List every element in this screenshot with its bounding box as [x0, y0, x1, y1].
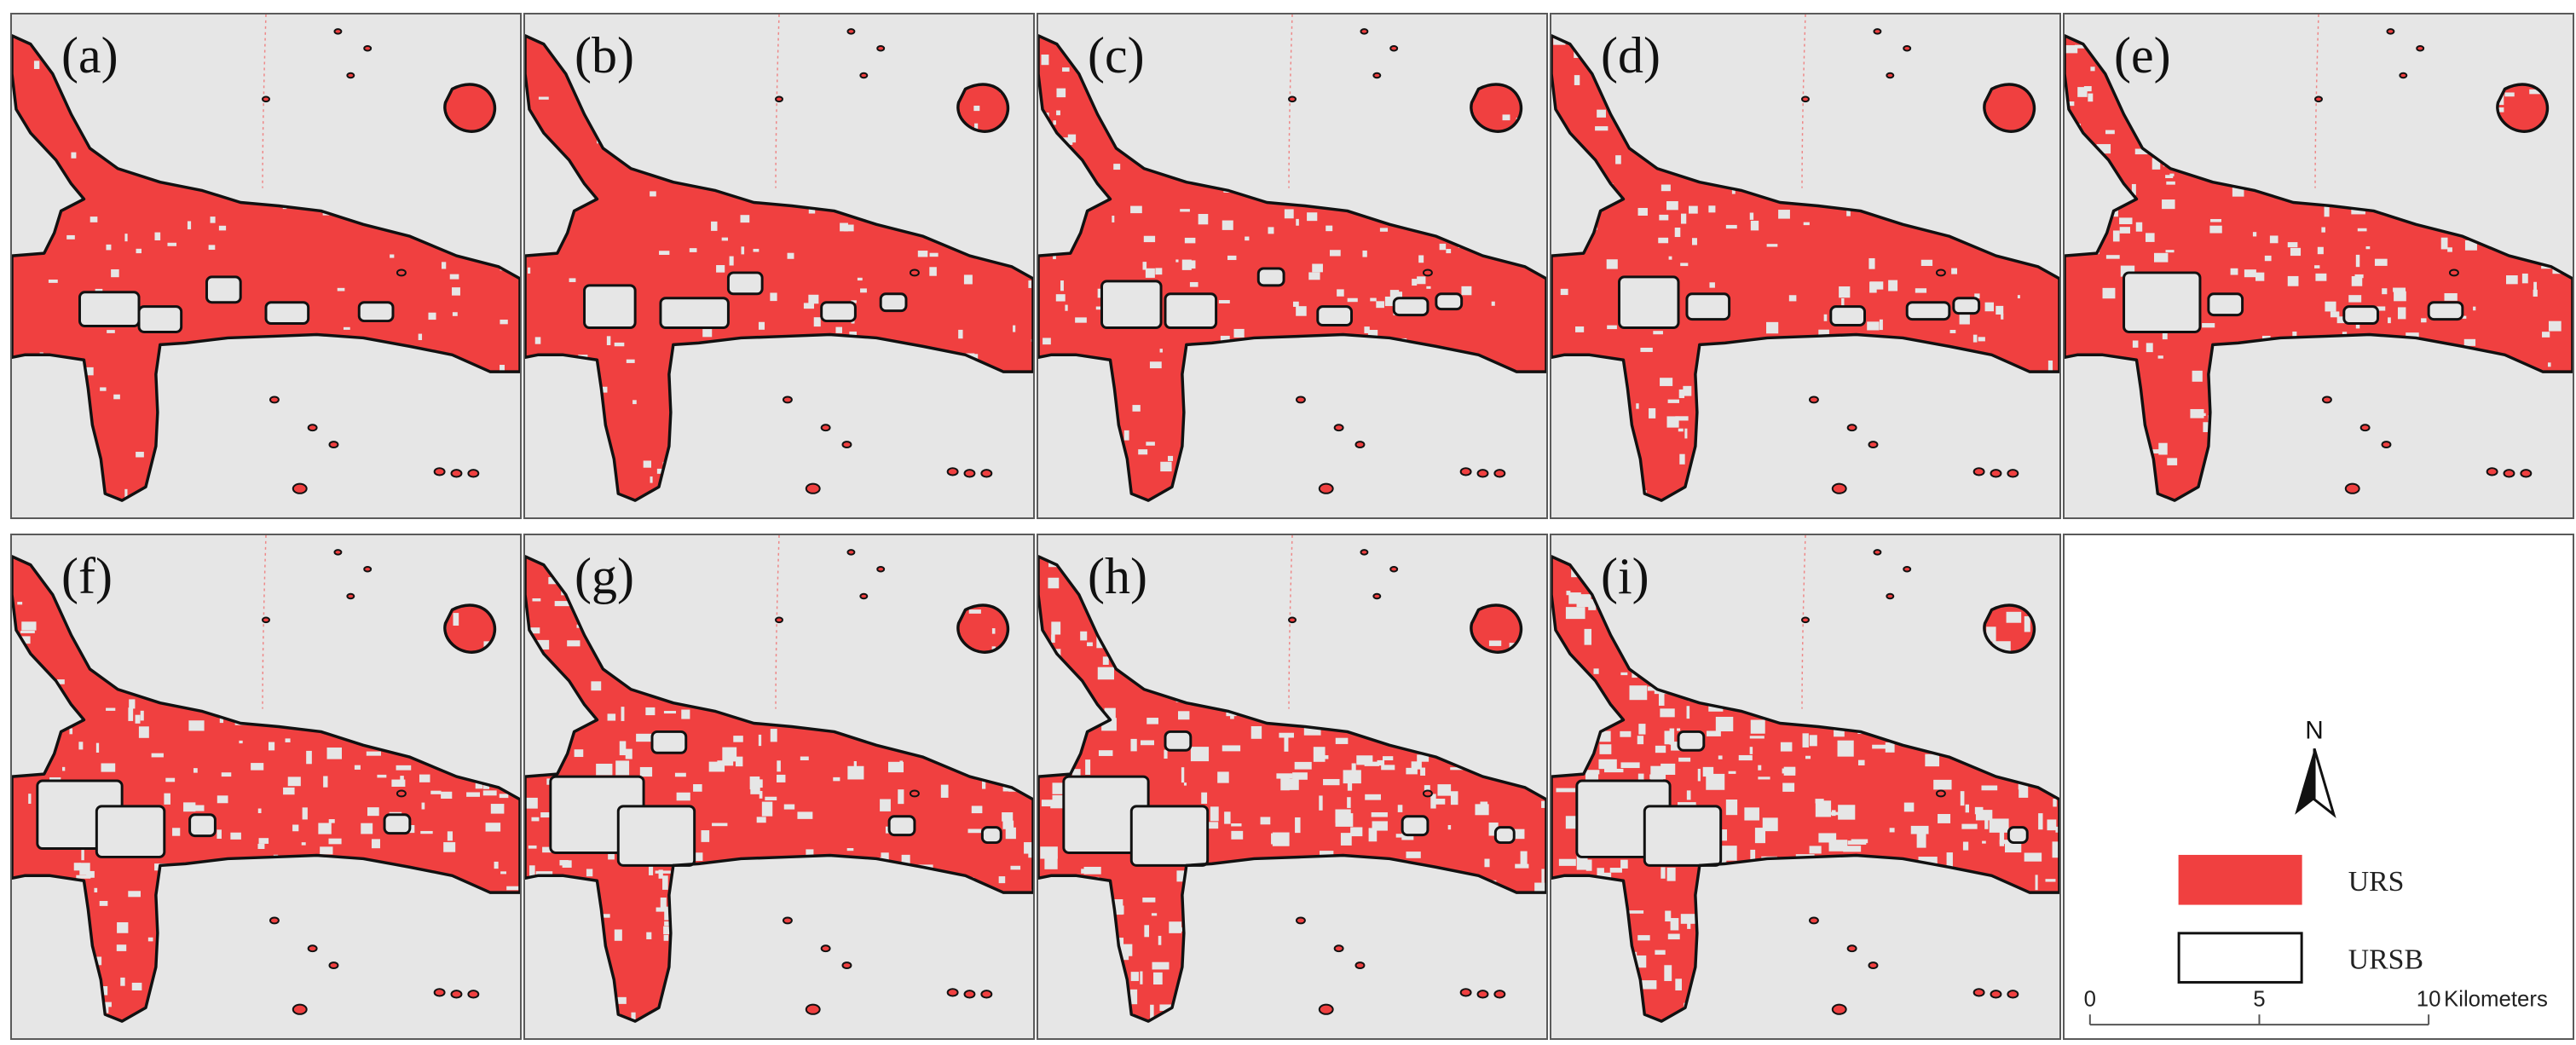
map-panel: (g): [523, 534, 1035, 1040]
legend-label-urs: URS: [2348, 866, 2405, 898]
panel-label: (f): [61, 548, 113, 604]
urban-area: [12, 35, 520, 501]
small-settlements: [2314, 28, 2533, 494]
urban-map-graphic: [525, 14, 1033, 502]
map-panel: (c): [1037, 13, 1548, 519]
map-panel: (e): [2063, 13, 2574, 519]
small-settlements: [1801, 549, 2019, 1015]
map-panel: (d): [1550, 13, 2061, 519]
north-arrow-icon: [2295, 748, 2336, 818]
map-panel: (b): [523, 13, 1035, 519]
scale-tick-5: 5: [2253, 987, 2265, 1011]
panel-label: (h): [1088, 548, 1147, 604]
urban-map-graphic: [1038, 14, 1546, 502]
urban-map-graphic: [1038, 535, 1546, 1023]
small-settlements: [775, 28, 993, 494]
boundary-holes: [583, 271, 908, 329]
scale-tick-10: 10: [2417, 987, 2441, 1011]
boundary-holes: [1617, 275, 1981, 329]
urban-area: [525, 35, 1033, 501]
legend-swatch-urs: [2178, 854, 2302, 905]
urban-map-graphic: [1551, 14, 2059, 502]
ursb-boundary: [12, 34, 520, 502]
boundary-holes: [36, 779, 412, 858]
panel-label: (e): [2114, 27, 2171, 84]
map-panel: (a): [10, 13, 522, 519]
panel-label: (g): [575, 548, 634, 604]
boundary-holes: [78, 275, 395, 333]
panel-label: (i): [1601, 548, 1649, 604]
boundary-holes: [1100, 267, 1464, 329]
ursb-boundary: [2065, 34, 2573, 502]
map-panel: (i): [1550, 534, 2061, 1040]
scale-tick-0: 0: [2084, 987, 2096, 1011]
urban-map-graphic: [1551, 535, 2059, 1023]
small-settlements: [775, 549, 993, 1015]
legend-swatch-ursb: [2177, 932, 2303, 984]
ursb-boundary: [1551, 34, 2059, 502]
small-settlements: [1801, 28, 2019, 494]
panel-label: (c): [1088, 27, 1145, 84]
urban-area: [1551, 35, 2059, 501]
ursb-boundary: [1038, 34, 1546, 502]
scale-unit: Kilometers: [2444, 987, 2548, 1011]
ursb-boundary: [12, 555, 520, 1023]
urban-map-graphic: [2065, 14, 2573, 502]
legend-label-ursb: URSB: [2348, 944, 2423, 976]
urban-area: [525, 556, 1033, 1022]
boundary-holes: [1575, 730, 2029, 867]
ursb-boundary: [525, 555, 1033, 1023]
ursb-boundary: [525, 34, 1033, 502]
small-settlements: [262, 28, 480, 494]
map-panel: (f): [10, 534, 522, 1040]
small-settlements: [1288, 549, 1506, 1015]
boundary-holes: [1062, 730, 1516, 867]
legend-graphic: N URS URSB 0 5 10 Kilometers: [2084, 716, 2548, 1026]
panel-label: (d): [1601, 27, 1661, 84]
ursb-boundary: [1038, 555, 1546, 1023]
panel-label: (b): [575, 27, 634, 84]
small-settlements: [262, 549, 480, 1015]
boundary-holes: [2123, 271, 2464, 333]
map-panel: (h): [1037, 534, 1548, 1040]
urban-area: [1551, 556, 2059, 1022]
urban-map-graphic: [12, 535, 520, 1023]
panel-label: (a): [61, 27, 118, 84]
ursb-boundary: [1551, 555, 2059, 1023]
scale-bar: 0 5 10 Kilometers: [2084, 987, 2548, 1026]
north-label: N: [2305, 716, 2324, 744]
boundary-holes: [549, 730, 1002, 867]
urban-map-graphic: [525, 535, 1033, 1023]
map-legend: N URS URSB 0 5 10 Kilometers: [2063, 534, 2574, 1040]
urban-map-graphic: [12, 14, 520, 502]
small-settlements: [1288, 28, 1506, 494]
